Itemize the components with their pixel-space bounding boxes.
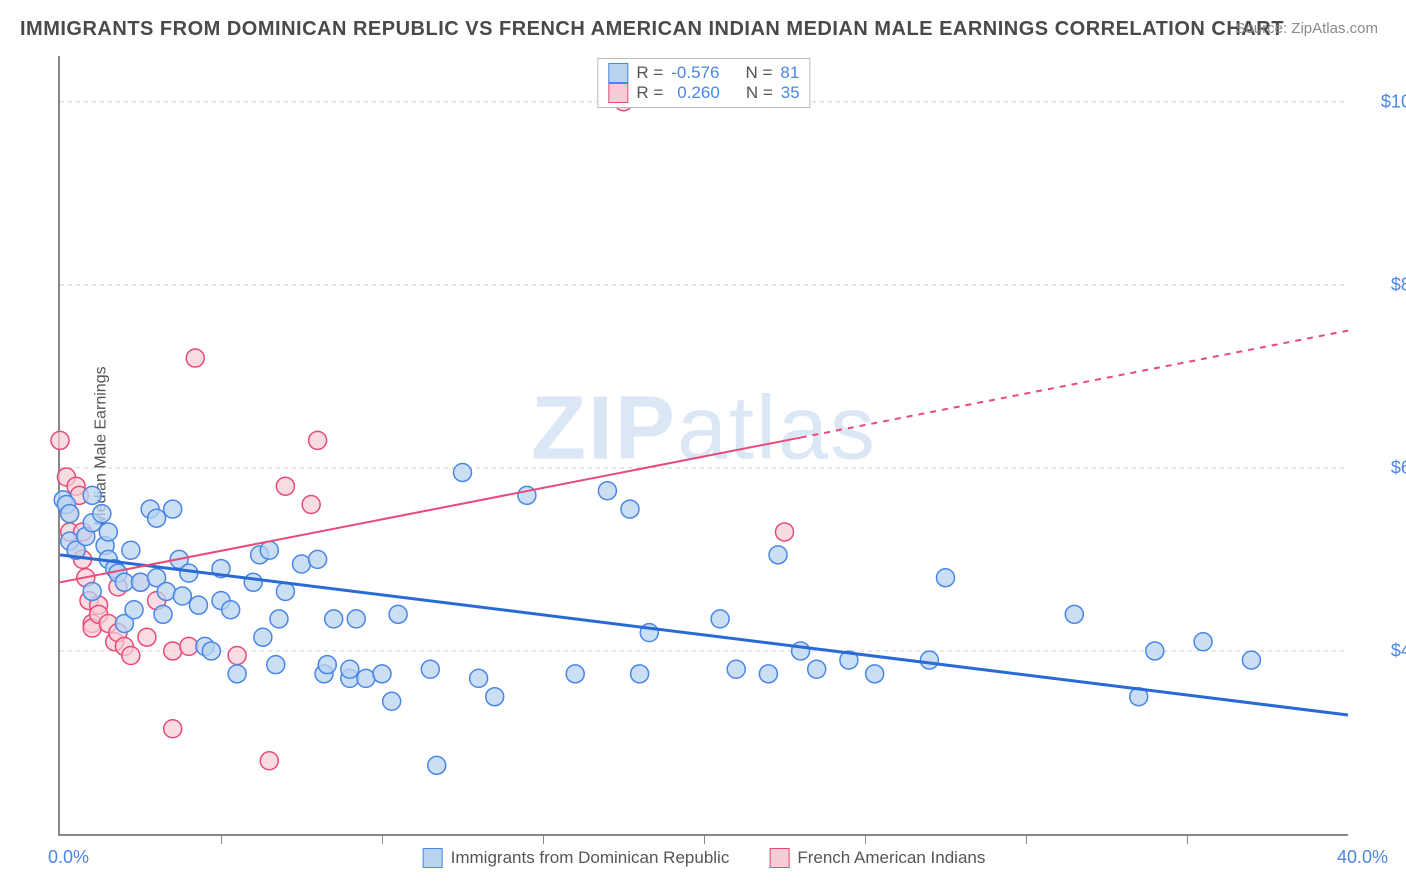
legend-series-label: Immigrants from Dominican Republic — [451, 848, 730, 868]
y-tick-label: $40,000 — [1391, 640, 1406, 661]
legend-swatch — [769, 848, 789, 868]
y-tick-label: $80,000 — [1391, 274, 1406, 295]
legend-stats: R = -0.576 N = 81 R = 0.260 N = 35 — [597, 58, 810, 108]
legend-swatch — [423, 848, 443, 868]
legend-row: R = 0.260 N = 35 — [608, 83, 799, 103]
chart-title: IMMIGRANTS FROM DOMINICAN REPUBLIC VS FR… — [20, 18, 1284, 41]
x-tick — [382, 834, 383, 844]
legend-series: Immigrants from Dominican Republic Frenc… — [423, 848, 986, 868]
x-tick — [1026, 834, 1027, 844]
legend-item: Immigrants from Dominican Republic — [423, 848, 730, 868]
legend-swatch — [608, 63, 628, 83]
x-axis-max: 40.0% — [1337, 847, 1388, 868]
legend-item: French American Indians — [769, 848, 985, 868]
x-axis-min: 0.0% — [48, 847, 89, 868]
y-tick-label: $100,000 — [1381, 91, 1406, 112]
legend-r-value: -0.576 — [671, 63, 719, 83]
plot-area: ZIPatlas R = -0.576 N = 81 R = 0.260 N =… — [58, 56, 1348, 836]
legend-row: R = -0.576 N = 81 — [608, 63, 799, 83]
legend-n-value: 35 — [781, 83, 800, 103]
x-tick — [1187, 834, 1188, 844]
legend-r-label: R = — [636, 63, 663, 83]
x-tick — [221, 834, 222, 844]
x-tick — [543, 834, 544, 844]
legend-swatch — [608, 83, 628, 103]
y-tick-label: $60,000 — [1391, 457, 1406, 478]
x-tick — [865, 834, 866, 844]
legend-series-label: French American Indians — [797, 848, 985, 868]
legend-n-label: N = — [746, 83, 773, 103]
x-tick — [704, 834, 705, 844]
chart-svg — [60, 56, 1348, 834]
legend-n-value: 81 — [780, 63, 799, 83]
legend-r-label: R = — [636, 83, 663, 103]
legend-r-value: 0.260 — [671, 83, 720, 103]
source-label: Source: ZipAtlas.com — [1235, 20, 1378, 37]
legend-n-label: N = — [745, 63, 772, 83]
